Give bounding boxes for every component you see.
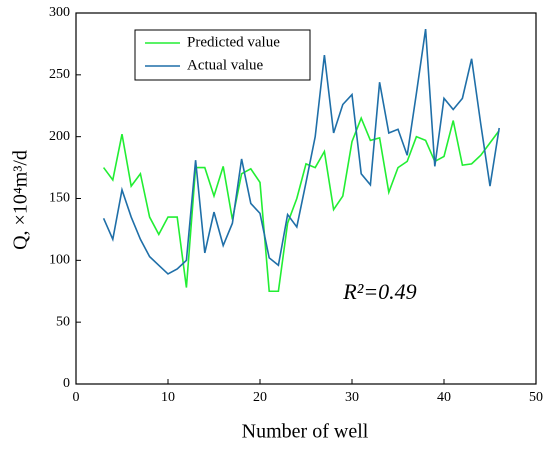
y-tick-label: 200 (49, 129, 70, 144)
x-tick-label: 30 (345, 390, 359, 405)
legend-box (134, 29, 311, 81)
y-axis-title: Q, ×10⁴m³/d (10, 150, 32, 250)
x-tick-label: 10 (161, 390, 175, 405)
x-axis-title: Number of well (242, 421, 369, 443)
series-line (102, 115, 500, 293)
y-tick-label: 50 (56, 314, 70, 329)
legend-label: Predicted value (187, 34, 280, 50)
x-tick-label: 0 (73, 390, 80, 405)
y-tick-label: 150 (49, 191, 70, 206)
x-tick-label: 50 (529, 390, 543, 405)
legend-label: Actual value (187, 57, 264, 73)
annotation: R²=0.49 (342, 279, 416, 304)
x-tick-label: 40 (437, 390, 451, 405)
x-tick-label: 20 (253, 390, 267, 405)
series-line (102, 28, 500, 275)
y-tick-label: 300 (49, 5, 70, 20)
y-tick-label: 250 (49, 67, 70, 82)
y-tick-label: 100 (49, 253, 70, 268)
y-tick-label: 0 (63, 376, 70, 391)
